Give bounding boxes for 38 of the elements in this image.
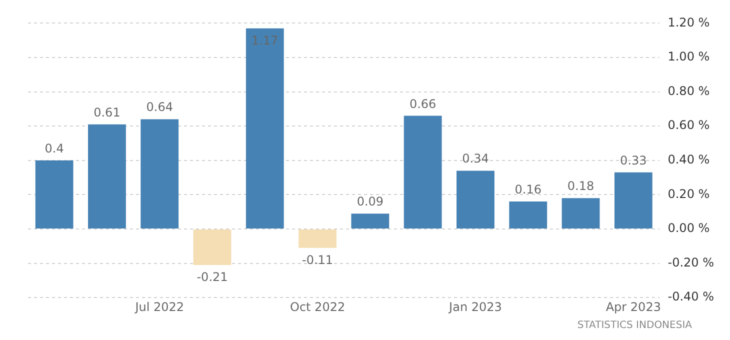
data-label: 0.61 xyxy=(94,105,120,120)
bar xyxy=(140,119,179,228)
y-tick-label: 0.20 % xyxy=(668,186,710,201)
data-label: 0.4 xyxy=(44,141,64,156)
bar xyxy=(404,116,442,228)
bar xyxy=(88,124,126,228)
y-tick-label: -0.40 % xyxy=(668,290,714,304)
data-label: 0.33 xyxy=(620,153,647,168)
data-label: 0.09 xyxy=(356,194,384,209)
data-label: 0.16 xyxy=(514,182,542,197)
y-tick-label: 0.40 % xyxy=(668,152,710,167)
data-label: 0.64 xyxy=(146,100,173,114)
text: STATISTICS INDONESIA xyxy=(577,320,692,331)
y-tick-label: 0.00 % xyxy=(668,221,710,236)
data-label: -0.11 xyxy=(302,252,334,267)
y-tick-label: 0.60 % xyxy=(668,118,710,132)
bar xyxy=(614,172,652,228)
bar xyxy=(298,230,336,248)
x-tick-label: Jan 2023 xyxy=(448,300,502,314)
y-tick-label: 1.00 % xyxy=(668,50,710,64)
data-label: 0.66 xyxy=(409,96,436,111)
bar xyxy=(246,28,284,228)
bar xyxy=(456,170,494,228)
bar xyxy=(562,198,600,228)
data-label: 0.18 xyxy=(567,179,594,194)
y-tick-label: 1.20 % xyxy=(668,15,710,30)
bar xyxy=(193,230,232,266)
bar xyxy=(509,202,548,228)
x-tick-label: Apr 2023 xyxy=(606,300,661,314)
y-tick-label: -0.20 % xyxy=(668,255,714,270)
bar xyxy=(35,160,74,228)
data-label: 1.17 xyxy=(252,33,278,48)
bar xyxy=(351,214,390,228)
x-tick-label: Jul 2022 xyxy=(134,300,184,314)
data-label: 0.34 xyxy=(462,152,489,166)
x-tick-label: Oct 2022 xyxy=(290,300,346,314)
y-tick-label: 0.80 % xyxy=(668,84,710,98)
data-label: -0.21 xyxy=(196,270,228,284)
